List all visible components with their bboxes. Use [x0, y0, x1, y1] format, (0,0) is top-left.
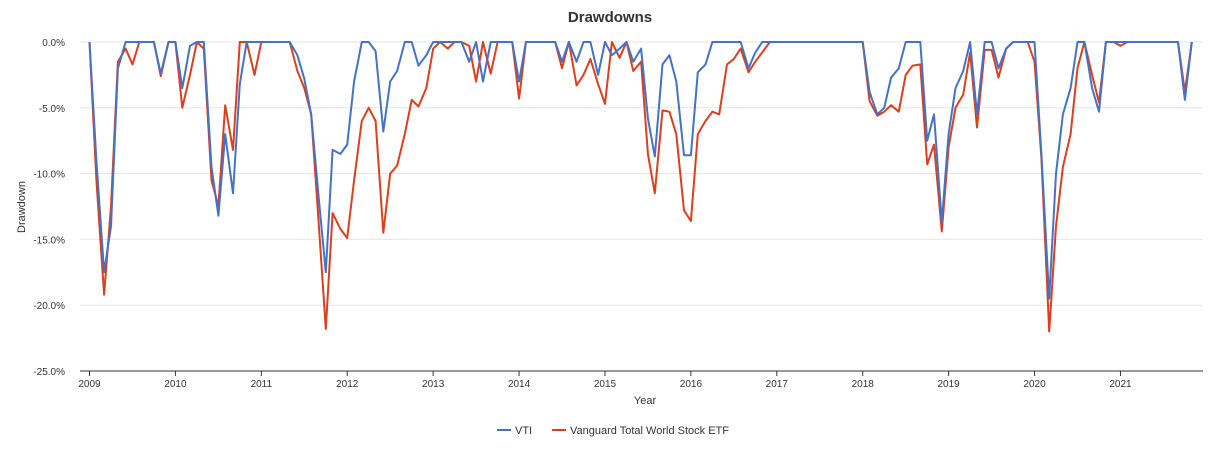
y-axis-ticks: 0.0% -5.0% -10.0% -15.0% -20.0% -25.0%: [33, 38, 65, 378]
y-tick-label: -10.0%: [33, 170, 65, 181]
series-lines: [88, 41, 1193, 333]
chart-title: Drawdowns: [568, 9, 652, 26]
y-tick-label: 0.0%: [42, 38, 65, 49]
y-tick-label: -5.0%: [39, 104, 65, 115]
series-line: [88, 41, 1193, 333]
x-tick-label: 2010: [164, 379, 187, 390]
legend: VTI Vanguard Total World Stock ETF: [497, 425, 729, 437]
x-tick-label: 2012: [336, 379, 359, 390]
x-tick-label: 2009: [78, 379, 101, 390]
series-line: [88, 41, 1193, 300]
y-axis-label: Drawdown: [16, 181, 28, 233]
x-tick-label: 2011: [251, 379, 273, 390]
x-tick-label: 2021: [1109, 379, 1132, 390]
x-tick-label: 2015: [594, 379, 617, 390]
x-tick-label: 2019: [938, 379, 961, 390]
x-tick-label: 2013: [422, 379, 445, 390]
x-tick-label: 2014: [508, 379, 531, 390]
x-tick-label: 2020: [1023, 379, 1046, 390]
x-axis-ticks: 2009 2010 2011 2012 2013 2014 2015 2016 2017 2018…: [78, 371, 1132, 390]
x-tick-label: 2016: [680, 379, 703, 390]
x-tick-label: 2017: [766, 379, 789, 390]
legend-label: Vanguard Total World Stock ETF: [570, 425, 729, 437]
y-tick-label: -25.0%: [33, 367, 65, 378]
y-tick-label: -20.0%: [33, 301, 65, 312]
x-axis-label: Year: [634, 395, 657, 407]
x-tick-label: 2018: [852, 379, 875, 390]
gridlines: [80, 41, 1203, 306]
y-tick-label: -15.0%: [33, 235, 65, 246]
legend-label: VTI: [515, 425, 532, 437]
